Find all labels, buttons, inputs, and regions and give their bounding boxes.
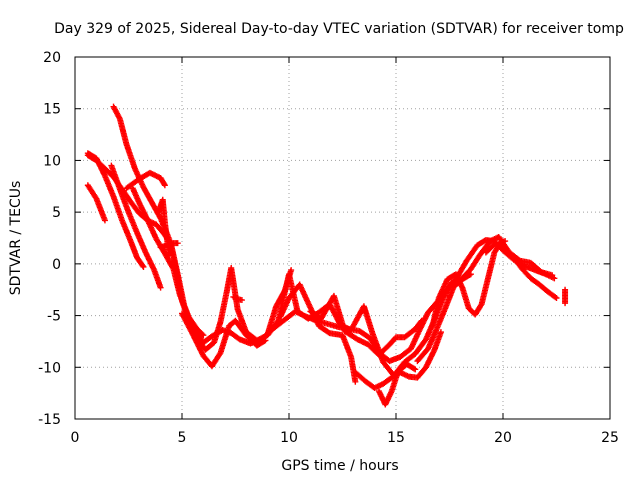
data-point [551, 275, 558, 282]
x-axis-label: GPS time / hours [281, 458, 398, 474]
series-track-20 [562, 286, 569, 307]
data-point [169, 264, 176, 271]
series-track-3 [84, 150, 147, 270]
data-point [140, 263, 147, 270]
series-track-13 [264, 267, 295, 338]
series-track-9 [155, 196, 173, 259]
series-track-19 [482, 241, 560, 301]
y-tick-label: -5 [47, 309, 61, 325]
y-tick-label: 10 [43, 153, 61, 169]
x-tick-label: 20 [494, 430, 512, 446]
grid-lines [75, 57, 610, 419]
y-tick-label: -15 [38, 412, 61, 428]
data-point [166, 252, 173, 259]
chart-title: Day 329 of 2025, Sidereal Day-to-day VTE… [54, 21, 624, 37]
data-point [502, 238, 509, 245]
data-point [477, 302, 484, 309]
data-point [467, 271, 474, 278]
data-point [417, 318, 424, 325]
data-point [549, 272, 556, 279]
x-tick-label: 25 [601, 430, 619, 446]
data-point [281, 289, 288, 296]
data-point [139, 262, 146, 269]
x-tick-label: 15 [387, 430, 405, 446]
data-point [200, 332, 207, 339]
series-track-5 [123, 169, 168, 192]
x-tick-label: 0 [71, 430, 80, 446]
data-points [84, 103, 569, 408]
data-point [157, 284, 164, 291]
data-point [238, 297, 245, 304]
y-tick-label: -10 [38, 360, 61, 376]
data-point [418, 317, 425, 324]
data-point [274, 318, 281, 325]
y-tick-label: 20 [43, 50, 61, 66]
data-point [562, 300, 569, 307]
series-track-7 [129, 185, 207, 339]
y-tick-label: 0 [52, 257, 61, 273]
data-point [552, 294, 559, 301]
data-point [553, 294, 560, 301]
data-point [101, 217, 108, 224]
data-point [352, 378, 359, 385]
data-point [466, 271, 473, 278]
y-tick-label: 15 [43, 102, 61, 118]
data-point [262, 337, 269, 344]
series-track-10 [179, 310, 269, 370]
data-point [288, 267, 295, 274]
series-track-11 [230, 293, 245, 304]
series-track-14 [307, 292, 425, 358]
series-track-16 [375, 361, 419, 408]
series-track-4 [84, 182, 108, 224]
series-track-18 [429, 238, 509, 330]
series-track-12 [277, 281, 359, 385]
data-point [174, 240, 181, 247]
data-point [411, 365, 418, 372]
data-point [261, 338, 268, 345]
y-tick-label: 5 [52, 205, 61, 221]
x-tick-label: 5 [178, 430, 187, 446]
data-point [412, 366, 419, 373]
data-point [199, 331, 206, 338]
plot-frame [74, 56, 611, 420]
series-track-6 [108, 162, 164, 291]
y-axis-label: SDTVAR / TECUs [8, 181, 24, 296]
data-point [161, 182, 168, 189]
x-tick-label: 10 [280, 430, 298, 446]
data-point [161, 181, 168, 188]
data-point [437, 329, 444, 336]
